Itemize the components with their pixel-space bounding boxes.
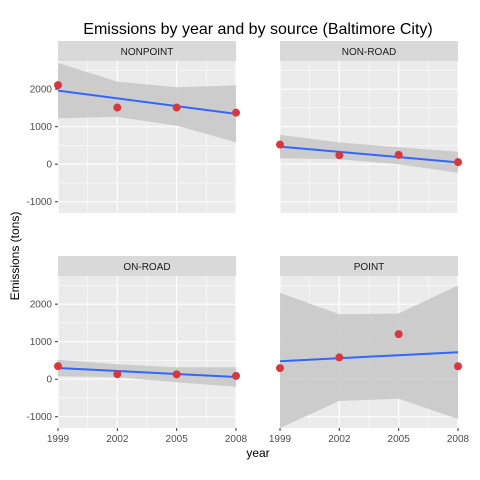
panel-contents bbox=[280, 61, 458, 213]
facet-on-road: ON-ROAD bbox=[54, 256, 240, 428]
strip-on-road bbox=[58, 256, 236, 276]
y-tick-label: -1000 bbox=[26, 412, 52, 423]
strip-nonpoint bbox=[58, 41, 236, 61]
facet-point: POINT bbox=[276, 256, 462, 428]
x-axis: 1999 2002 2005 2008 1999 2002 2005 2008 bbox=[47, 428, 470, 445]
data-point bbox=[232, 371, 240, 380]
fit-line bbox=[280, 351, 458, 363]
data-point bbox=[172, 103, 181, 112]
data-point bbox=[113, 103, 122, 112]
strip-label-point: POINT bbox=[354, 262, 385, 273]
strip-label-non-road: NON-ROAD bbox=[342, 47, 396, 58]
data-point bbox=[394, 150, 403, 159]
panel-contents bbox=[58, 276, 236, 428]
y-tick-label: 2000 bbox=[30, 300, 53, 311]
x-tick-label: 2002 bbox=[328, 434, 351, 445]
data-point bbox=[394, 330, 403, 339]
y-tick-label: 0 bbox=[46, 160, 52, 171]
x-tick-label: 2005 bbox=[166, 434, 189, 445]
x-tick-label: 1999 bbox=[47, 434, 70, 445]
y-tick-label: 1000 bbox=[30, 337, 53, 348]
x-tick-label: 2008 bbox=[447, 434, 470, 445]
data-point bbox=[113, 370, 122, 379]
fit-line bbox=[58, 89, 236, 115]
panel-contents bbox=[280, 276, 458, 428]
y-axis: -1000 0 1000 2000 -1000 0 1000 2000 bbox=[26, 85, 58, 423]
data-point bbox=[232, 108, 240, 117]
y-tick-label: 1000 bbox=[30, 122, 53, 133]
data-point bbox=[335, 151, 344, 160]
data-point bbox=[276, 364, 284, 373]
data-point bbox=[276, 140, 284, 149]
data-point bbox=[172, 370, 181, 379]
y-tick-label: -1000 bbox=[26, 197, 52, 208]
x-axis-title: year bbox=[246, 446, 269, 460]
data-point bbox=[54, 81, 62, 90]
panel-contents bbox=[58, 61, 236, 213]
strip-point bbox=[280, 256, 458, 276]
data-point bbox=[335, 353, 344, 362]
strip-label-on-road: ON-ROAD bbox=[123, 262, 170, 273]
y-tick-label: 2000 bbox=[30, 85, 53, 96]
facet-nonpoint: NONPOINT bbox=[54, 41, 240, 213]
x-tick-label: 2005 bbox=[388, 434, 411, 445]
chart-title: Emissions by year and by source (Baltimo… bbox=[83, 21, 432, 38]
strip-non-road bbox=[280, 41, 458, 61]
data-point bbox=[454, 362, 462, 371]
facet-panels: NONPOINT NON-ROAD ON-ROAD POINT bbox=[54, 41, 462, 428]
fit-line bbox=[280, 145, 458, 164]
fit-line bbox=[58, 366, 236, 378]
data-point bbox=[454, 158, 462, 167]
facet-non-road: NON-ROAD bbox=[276, 41, 462, 213]
y-axis-title: Emissions (tons) bbox=[8, 212, 22, 301]
x-tick-label: 2008 bbox=[225, 434, 248, 445]
x-tick-label: 2002 bbox=[106, 434, 129, 445]
x-tick-label: 1999 bbox=[269, 434, 292, 445]
strip-label-nonpoint: NONPOINT bbox=[121, 47, 174, 58]
y-tick-label: 0 bbox=[46, 375, 52, 386]
data-point bbox=[54, 362, 62, 371]
